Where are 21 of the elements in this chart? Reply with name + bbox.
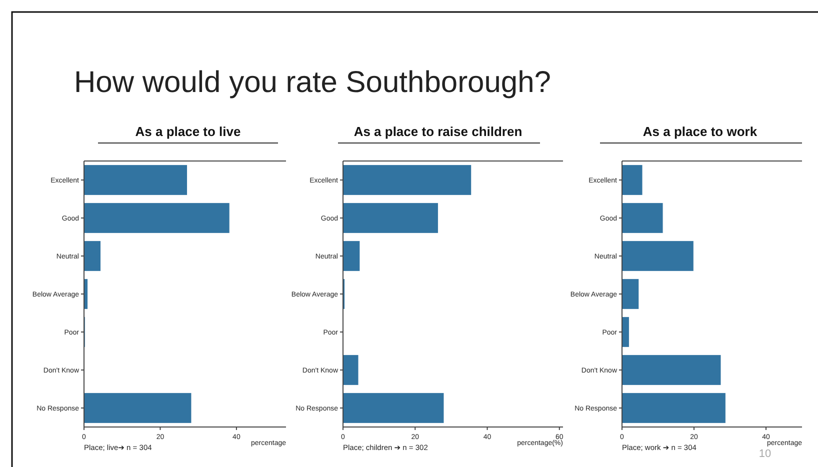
bar — [622, 278, 640, 310]
bar — [84, 240, 102, 272]
bar — [622, 392, 726, 424]
bar — [342, 164, 472, 196]
bar — [84, 202, 230, 234]
text: 10 — [758, 448, 772, 460]
bar — [622, 164, 643, 196]
bar — [342, 392, 444, 424]
bar — [342, 354, 359, 386]
bar — [622, 240, 694, 272]
bar — [622, 202, 664, 234]
bar — [84, 392, 192, 424]
bar — [342, 240, 360, 272]
bar — [342, 202, 438, 234]
bar — [622, 316, 630, 348]
chart-title: As a place to work — [642, 124, 758, 139]
chart-title: As a place to raise children — [354, 124, 522, 139]
bar — [84, 164, 188, 196]
text: How would you rate Southborough? — [74, 66, 551, 99]
bar — [622, 354, 722, 386]
chart-title: As a place to live — [135, 124, 241, 139]
